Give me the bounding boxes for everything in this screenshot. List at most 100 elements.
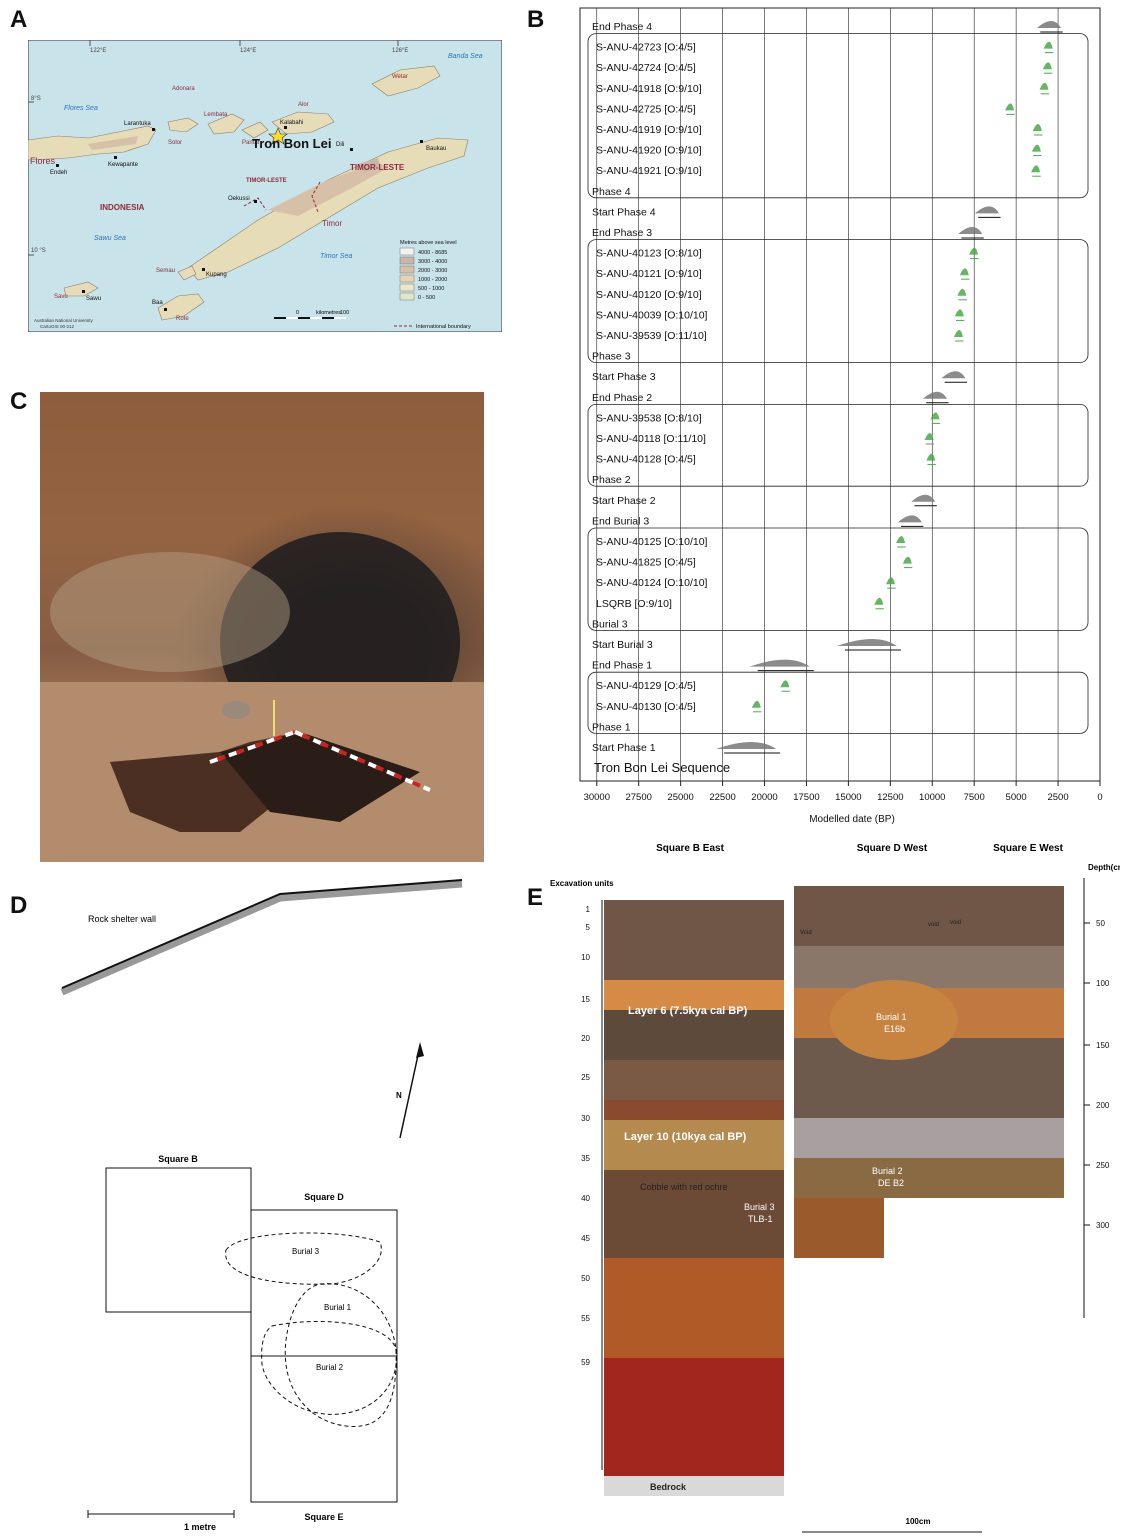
phase-box [587,527,1089,631]
chart-row-label: Start Phase 1 [592,742,656,754]
chart-x-tick-label: 12500 [877,792,903,803]
stratigraphic-section: Square B East Square D West Square E Wes… [550,843,1120,1533]
date-distribution [926,453,936,461]
plan-scale-label: 1 metre [184,1522,216,1532]
date-distribution [874,597,884,605]
chart-rows: End Phase 4 S-ANU-42723 [O:4/5] S-ANU-4272… [592,21,1063,754]
burial-3-section-label: Burial 3 [744,1202,775,1212]
map-legend-swatch [399,256,415,265]
map-legend-label: 0 - 500 [418,295,435,301]
map-towns [56,126,423,311]
bedrock-label: Bedrock [650,1482,687,1492]
site-star-icon [268,127,288,145]
map-lon-tick: 126°E [392,48,408,54]
chart-row-label: Phase 1 [592,721,631,733]
unit-tick-label: 25 [581,1073,590,1082]
square-d-label: Square D [304,1192,344,1202]
rote-island [157,293,205,321]
chart-row-label: End Phase 4 [592,21,652,33]
map-scale-bar: 0 kilometres 100 [274,310,349,319]
map-lon-tick: 124°E [240,48,256,54]
map-sea-label: Banda Sea [448,53,483,60]
map-island-label: Pantar [242,140,260,146]
chart-row-label: S-ANU-41920 [O:9/10] [596,145,702,157]
scale-bar-photo [209,730,296,764]
burial-2-code: DE B2 [878,1178,904,1188]
chart-row-label: Burial 3 [592,618,628,630]
rock-shelter-wall-label: Rock shelter wall [88,914,156,924]
chart-row-label: S-ANU-39538 [O:8/10] [596,412,702,424]
date-distribution [1031,144,1041,152]
map-lon-tick: 122°E [90,48,106,54]
chart-row-label: S-ANU-40118 [O:11/10] [596,433,706,445]
map-island-label: Lembata [204,112,228,118]
cobble-label: Cobble with red ochre [640,1182,728,1192]
square-b-label: Square B [158,1154,198,1164]
map-peak [358,158,380,172]
map-island-label: Wetar [392,74,408,80]
north-label: N [396,1091,402,1100]
map-town-label: Dili [336,142,344,148]
map-town-label: Baukau [426,146,446,152]
panel-label-b: B [527,6,545,33]
map-island-label: Savu [54,294,68,300]
pantar-island [241,121,269,139]
chart-row-label: LSQRB [O:9/10] [596,598,672,610]
map-country-label: INDONESIA [100,203,145,212]
chart-row-label: S-ANU-40121 [O:9/10] [596,268,702,280]
burial-2-label: Burial 2 [316,1363,344,1372]
chart-row-label: S-ANU-40128 [O:4/5] [596,454,696,466]
chart-row-label: S-ANU-41919 [O:9/10] [596,124,702,136]
chart-row-label: S-ANU-42724 [O:4/5] [596,62,696,74]
burial-2-section-label: Burial 2 [872,1166,903,1176]
map-town-label: Baa [152,300,163,306]
unit-tick-label: 30 [581,1114,590,1123]
chart-row-label: S-ANU-40039 [O:10/10] [596,309,708,321]
burial-3-code: TLB-1 [748,1214,773,1224]
semau-island [177,265,197,281]
map-lat-tick: 8°S [31,96,41,102]
excavation-pit-deep [220,732,420,822]
burial-1-pit [830,980,958,1060]
adonara-island [167,117,199,133]
depth-tick-label: 250 [1096,1161,1110,1170]
section-header: Square B East [656,843,724,854]
international-boundary [311,181,321,213]
date-distribution [1031,165,1041,173]
chart-row-label: S-ANU-41825 [O:4/5] [596,557,696,569]
lembata-island [207,113,245,135]
map-legend-label: 1000 - 2000 [418,277,447,283]
depth-tick-label: 150 [1096,1041,1110,1050]
map-legend-title: Metres above sea level [400,240,457,246]
chart-row-label: S-ANU-40120 [O:9/10] [596,289,702,301]
boundary-distribution [836,639,897,646]
chart-row-label: Start Phase 3 [592,371,656,383]
burial-3-outline [225,1232,382,1285]
chart-row-label: S-ANU-40123 [O:8/10] [596,248,702,260]
section-header: Square D West [857,843,928,854]
map-legend: 4000 - 8685 3000 - 4000 2000 - 3000 1000 - … [399,247,447,301]
date-distribution [969,247,979,255]
map-site-label: Tron Bon Lei [252,136,331,151]
timor-island [187,137,469,281]
map-town-label: Kalabahi [280,120,303,126]
map-credit: Australian National University [34,318,94,323]
chart-row-label: S-ANU-41921 [O:9/10] [596,165,702,177]
chart-row-label: End Phase 2 [592,392,652,404]
date-distribution [780,680,790,688]
map-legend-swatch [399,265,415,274]
panel-label-c: C [10,388,28,415]
layer-10-label: Layer 10 (10kya cal BP) [624,1131,747,1143]
date-distribution [959,268,969,276]
unit-tick-label: 55 [581,1314,590,1323]
phase-box [587,671,1089,734]
panel-label-a: A [10,6,28,33]
map-sea-label: Sawu Sea [94,235,126,242]
square-e [250,1355,398,1503]
map-scale-tick: 0 [296,310,299,316]
map-highlands [268,162,388,216]
phase-box [587,33,1089,199]
chart-x-tick-label: 7500 [964,792,985,803]
unit-tick-label: 10 [581,953,590,962]
map-scale-label: kilometres [316,310,341,316]
